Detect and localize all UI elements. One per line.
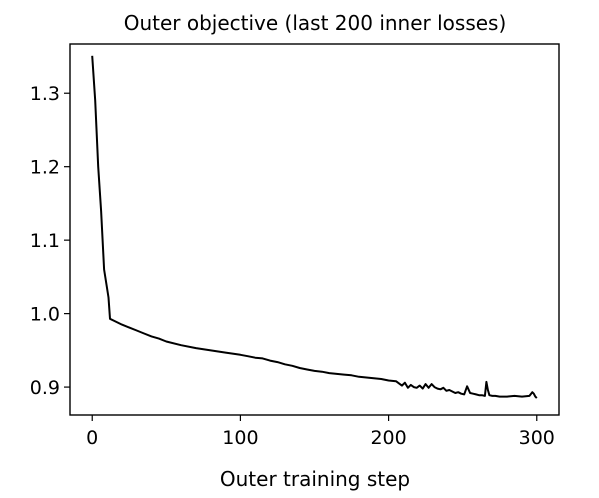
y-axis: 0.9 1.0 1.1 1.2 1.3	[30, 83, 70, 399]
y-tick-label: 1.1	[30, 230, 60, 252]
y-tick-label: 0.9	[30, 377, 60, 399]
y-tick-label: 1.3	[30, 83, 60, 105]
x-tick-label: 300	[519, 427, 555, 449]
chart-title: Outer objective (last 200 inner losses)	[124, 11, 507, 35]
y-tick-label: 1.0	[30, 304, 60, 326]
plot-area	[91, 55, 538, 399]
x-axis-label: Outer training step	[220, 467, 410, 491]
series-line	[91, 55, 538, 399]
y-tick-label: 1.2	[30, 157, 60, 179]
x-axis: 0 100 200 300	[86, 415, 555, 449]
x-tick-label: 200	[370, 427, 406, 449]
x-tick-label: 100	[222, 427, 258, 449]
x-tick-label: 0	[86, 427, 98, 449]
plot-frame	[69, 43, 560, 416]
